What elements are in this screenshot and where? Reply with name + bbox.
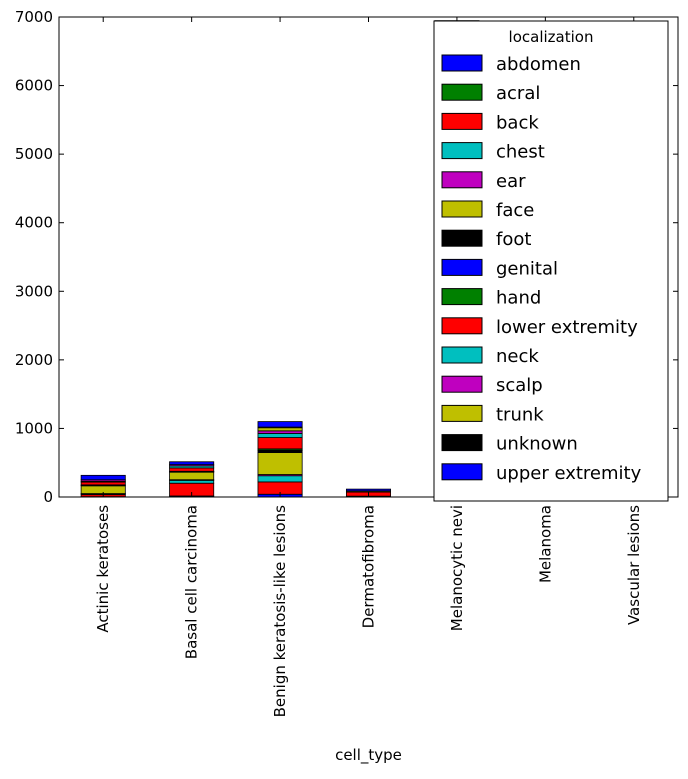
x-tick-label: Actinic keratoses: [94, 505, 112, 633]
legend-swatch-upper-extremity: [442, 464, 482, 480]
legend-label-chest: chest: [496, 142, 545, 163]
legend-label-unknown: unknown: [496, 434, 578, 455]
bar-segment-lower-extremity-2: [258, 438, 302, 449]
legend-label-acral: acral: [496, 83, 540, 104]
bar-segment-chest-1: [170, 480, 214, 483]
legend-label-scalp: scalp: [496, 375, 543, 396]
legend-swatch-chest: [442, 143, 482, 159]
x-tick-label: Melanocytic nevi: [448, 505, 466, 631]
y-tick-label: 2000: [15, 351, 53, 369]
legend-swatch-scalp: [442, 376, 482, 392]
y-tick-label: 1000: [15, 419, 53, 437]
legend-swatch-acral: [442, 84, 482, 100]
legend-swatch-abdomen: [442, 55, 482, 71]
legend-swatch-unknown: [442, 435, 482, 451]
bar-segment-chest-2: [258, 476, 302, 482]
legend-label-lower-extremity: lower extremity: [496, 317, 638, 338]
legend: localization abdomen acral back chest ear face…: [434, 21, 668, 501]
legend-label-abdomen: abdomen: [496, 54, 581, 75]
x-tick-label: Basal cell carcinoma: [183, 505, 201, 659]
legend-swatch-foot: [442, 230, 482, 246]
x-tick-label: Melanoma: [536, 505, 554, 583]
y-tick-label: 5000: [15, 145, 53, 163]
bar-segment-upper-extremity-0: [81, 475, 125, 479]
y-tick-label: 4000: [15, 214, 53, 232]
y-tick-label: 3000: [15, 282, 53, 300]
legend-swatch-ear: [442, 172, 482, 188]
legend-label-trunk: trunk: [496, 404, 544, 425]
y-tick-label: 6000: [15, 77, 53, 95]
legend-swatch-face: [442, 201, 482, 217]
legend-label-neck: neck: [496, 346, 539, 367]
legend-title: localization: [509, 28, 594, 46]
legend-label-ear: ear: [496, 171, 526, 192]
legend-label-upper-extremity: upper extremity: [496, 463, 642, 484]
bar-segment-neck-2: [258, 433, 302, 437]
legend-swatch-lower-extremity: [442, 318, 482, 334]
y-tick-label: 7000: [15, 8, 53, 26]
bar-segment-upper-extremity-3: [346, 489, 390, 491]
legend-label-foot: foot: [496, 229, 531, 250]
legend-swatch-back: [442, 113, 482, 129]
legend-label-back: back: [496, 112, 539, 133]
legend-swatch-trunk: [442, 405, 482, 421]
bar-segment-lower-extremity-1: [170, 468, 214, 471]
x-tick-label: Dermatofibroma: [360, 505, 378, 628]
bar-segment-lower-extremity-0: [81, 482, 125, 485]
y-tick-label: 0: [43, 488, 53, 506]
bar-segment-face-1: [170, 472, 214, 480]
bar-segment-upper-extremity-1: [170, 462, 214, 465]
bar-segment-face-2: [258, 453, 302, 475]
x-tick-label: Benign keratosis-like lesions: [271, 505, 289, 718]
bar-segment-upper-extremity-2: [258, 422, 302, 427]
legend-label-hand: hand: [496, 288, 541, 309]
x-axis-title: cell_type: [335, 746, 402, 765]
bar-segment-trunk-2: [258, 428, 302, 431]
x-tick-label: Vascular lesions: [625, 505, 643, 625]
legend-label-genital: genital: [496, 258, 558, 279]
legend-label-face: face: [496, 200, 534, 221]
legend-swatch-genital: [442, 259, 482, 275]
legend-swatch-neck: [442, 347, 482, 363]
legend-swatch-hand: [442, 289, 482, 305]
